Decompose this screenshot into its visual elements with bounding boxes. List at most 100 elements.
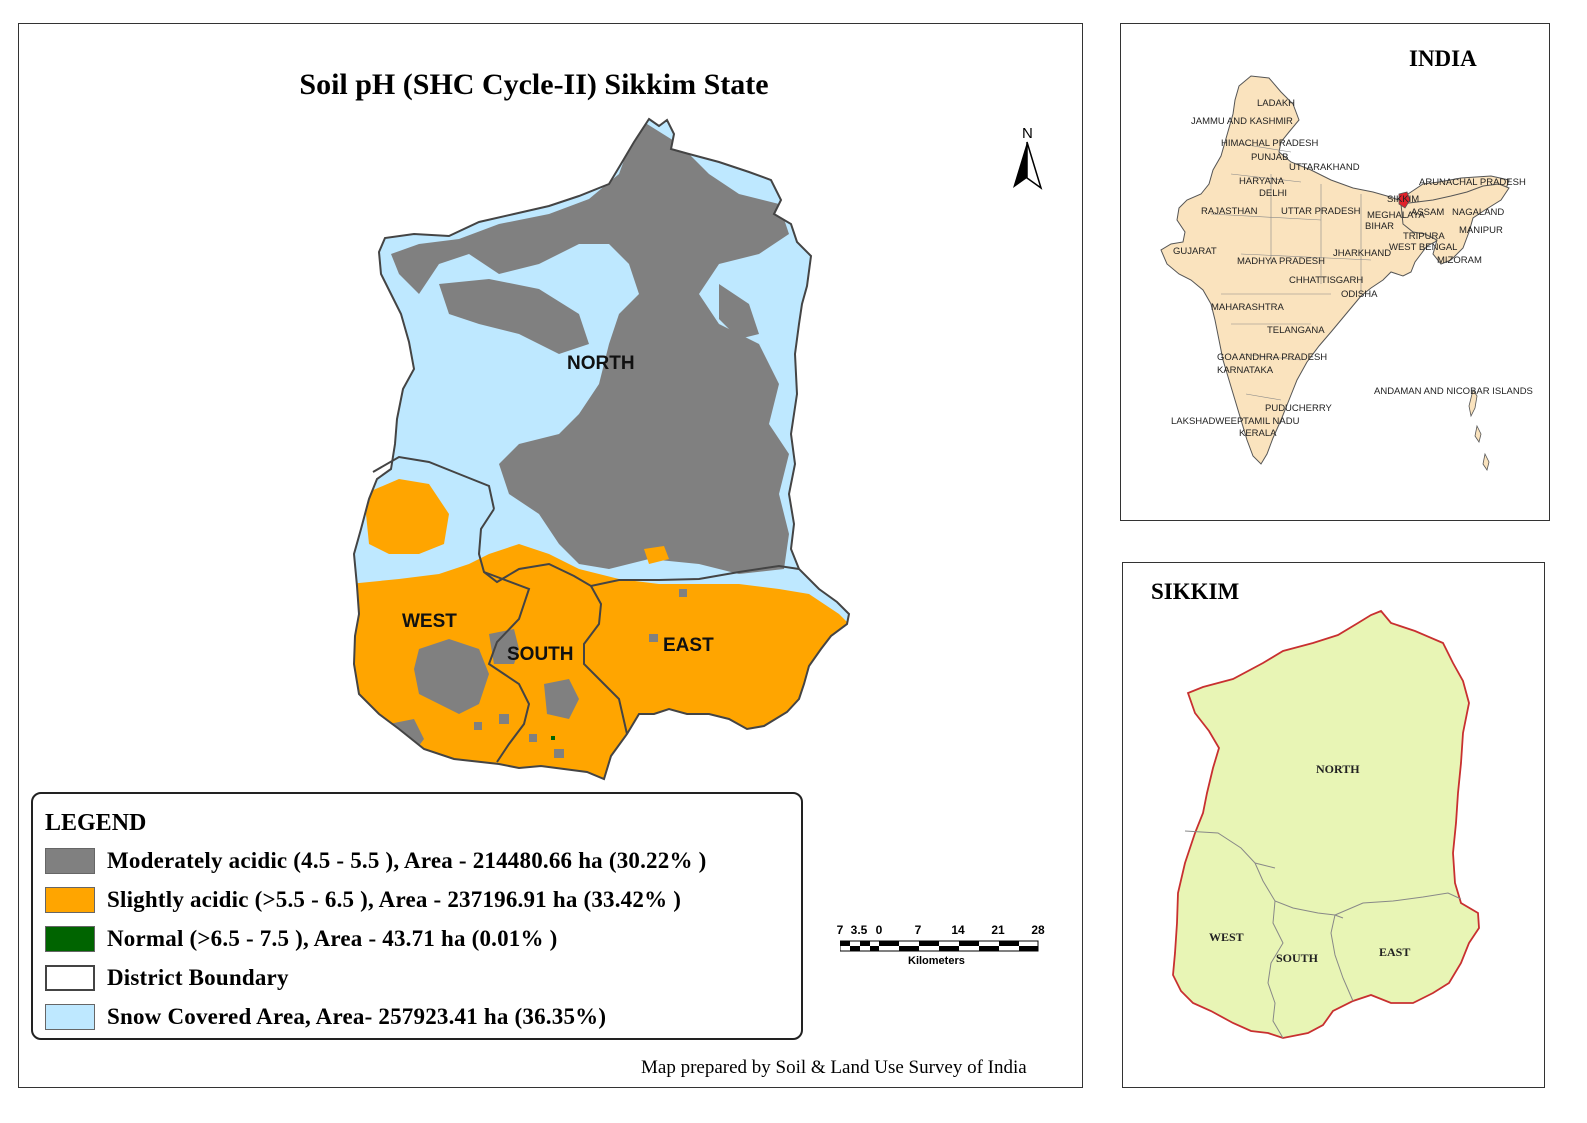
india-northeast [1400, 183, 1510, 265]
map-title: Soil pH (SHC Cycle-II) Sikkim State [299, 68, 769, 101]
state-label: MEGHALAYA [1367, 210, 1425, 221]
state-label: GOA [1217, 352, 1239, 363]
slightly-acidic-patch-east [644, 546, 669, 564]
sikkim-outline [1172, 609, 1480, 1039]
state-label: MADHYA PRADESH [1237, 256, 1325, 267]
state-label: JAMMU AND KASHMIR [1191, 116, 1293, 127]
state-label: TAMIL NADU [1243, 416, 1300, 427]
moderately-acidic-speck-3 [554, 749, 564, 758]
sikkim-soil-ph-map: NORTH WEST SOUTH EAST [353, 118, 850, 780]
scale-tick-label: 28 [1031, 923, 1045, 937]
map-credit: Map prepared by Soil & Land Use Survey o… [641, 1057, 1027, 1078]
state-label: SIKKIM [1387, 194, 1419, 205]
sikkim-inset-label-south: SOUTH [1276, 951, 1319, 965]
moderately-acidic-zone-north [391, 119, 789, 574]
normal-zone-spot [551, 736, 555, 740]
sikkim-inset-district-boundaries [1184, 830, 1462, 1039]
state-label: PUNJAB [1251, 152, 1288, 163]
legend-item-district-boundary: District Boundary [45, 963, 289, 993]
legend-label-moderately-acidic: Moderately acidic (4.5 - 5.5 ), Area - 2… [107, 848, 707, 873]
moderately-acidic-speck-1 [499, 714, 509, 724]
scale-tick-label: 3.5 [850, 923, 868, 937]
state-label: NAGALAND [1452, 207, 1504, 218]
scale-unit-label: Kilometers [908, 955, 965, 967]
legend-label-normal: Normal (>6.5 - 7.5 ), Area - 43.71 ha (0… [107, 926, 558, 951]
moderately-acidic-speck-4 [649, 634, 658, 642]
moderately-acidic-streak-3 [719, 284, 759, 339]
legend-item-moderately-acidic: Moderately acidic (4.5 - 5.5 ), Area - 2… [45, 846, 706, 876]
scale-bar: 7 3.5 0 7 14 21 28 Kilometers [836, 923, 1051, 973]
scale-tick-label: 14 [951, 923, 965, 937]
state-label: ANDHRA PRADESH [1239, 352, 1327, 363]
state-label: GUJARAT [1173, 246, 1217, 257]
state-label: WEST BENGAL [1389, 242, 1457, 253]
state-label: UTTAR PRADESH [1281, 206, 1361, 217]
sikkim-inset-label-west: WEST [1209, 930, 1244, 944]
india-inset-frame: INDIA LADAKH JAMMU AND KASHMIR HIMACHAL … [1120, 23, 1550, 521]
state-label: LADAKH [1257, 98, 1295, 109]
legend-swatch-district-boundary [45, 965, 95, 991]
state-label: ASSAM [1411, 207, 1444, 218]
state-label: DELHI [1259, 188, 1287, 199]
sikkim-inset-title: SIKKIM [1151, 579, 1240, 604]
moderately-acidic-patch-west [414, 639, 489, 714]
state-label: ANDAMAN AND NICOBAR ISLANDS [1374, 386, 1533, 397]
north-label: N [1022, 125, 1033, 142]
sikkim-highlight [1398, 191, 1411, 209]
moderately-acidic-speck-5 [679, 589, 687, 597]
district-label-east: EAST [663, 635, 714, 656]
district-label-north: NORTH [567, 353, 635, 374]
legend-item-normal: Normal (>6.5 - 7.5 ), Area - 43.71 ha (0… [45, 924, 558, 954]
legend-box: LEGEND Moderately acidic (4.5 - 5.5 ), A… [31, 792, 803, 1040]
state-label: TELANGANA [1267, 325, 1325, 336]
boundary-south-east [583, 585, 628, 735]
legend-swatch-normal [45, 926, 95, 952]
state-label: JHARKHAND [1333, 248, 1391, 259]
moderately-acidic-patch-south-2 [544, 679, 579, 719]
boundary-north-south [477, 508, 800, 588]
slightly-acidic-patch-west [364, 479, 449, 554]
legend-title: LEGEND [45, 810, 147, 836]
andaman-islands [1468, 389, 1490, 471]
district-label-west: WEST [402, 611, 457, 632]
legend-swatch-moderately-acidic [45, 848, 95, 874]
india-inset-title: INDIA [1409, 46, 1477, 71]
north-arrow: N [1009, 124, 1045, 194]
state-label: TRIPURA [1403, 231, 1445, 242]
state-label: KERALA [1239, 428, 1277, 439]
state-label: MANIPUR [1459, 225, 1503, 236]
state-label: MIZORAM [1437, 255, 1482, 266]
boundary-north-west [372, 455, 495, 510]
state-label: HIMACHAL PRADESH [1221, 138, 1318, 149]
state-label: UTTARAKHAND [1289, 162, 1360, 173]
scale-tick-label: 7 [914, 923, 922, 937]
scale-bar-graphic [840, 940, 1039, 952]
india-map: LADAKH JAMMU AND KASHMIR HIMACHAL PRADES… [1160, 75, 1533, 471]
state-label: LAKSHADWEEP [1171, 416, 1243, 427]
state-label: KARNATAKA [1217, 365, 1274, 376]
moderately-acidic-patch-south [489, 629, 519, 664]
sikkim-district-map: NORTH WEST SOUTH EAST [1172, 609, 1480, 1039]
north-arrow-icon: N [1013, 125, 1043, 190]
legend-swatch-snow-covered [45, 1004, 95, 1030]
scale-tick-label: 21 [991, 923, 1005, 937]
legend-label-slightly-acidic: Slightly acidic (>5.5 - 6.5 ), Area - 23… [107, 887, 682, 912]
state-label: RAJASTHAN [1201, 206, 1258, 217]
scale-tick-label: 7 [836, 923, 844, 937]
state-label: ODISHA [1341, 289, 1378, 300]
legend-item-snow-covered: Snow Covered Area, Area- 257923.41 ha (3… [45, 1002, 606, 1032]
state-label: CHHATTISGARH [1289, 275, 1363, 286]
india-state-labels: LADAKH JAMMU AND KASHMIR HIMACHAL PRADES… [1171, 98, 1533, 439]
sikkim-inset-frame: SIKKIM NORTH WEST SOUTH EAST [1122, 562, 1545, 1088]
state-label: MAHARASHTRA [1211, 302, 1285, 313]
district-boundaries [372, 455, 800, 763]
main-map-frame: Soil pH (SHC Cycle-II) Sikkim State [18, 23, 1083, 1088]
scale-tick-label: 0 [875, 923, 883, 937]
india-landmass [1160, 75, 1510, 465]
moderately-acidic-streak-1 [439, 279, 589, 354]
legend-item-slightly-acidic: Slightly acidic (>5.5 - 6.5 ), Area - 23… [45, 885, 681, 915]
state-label: PUDUCHERRY [1265, 403, 1333, 414]
legend-label-district-boundary: District Boundary [107, 965, 289, 990]
legend-swatch-slightly-acidic [45, 887, 95, 913]
state-label: BIHAR [1365, 221, 1394, 232]
